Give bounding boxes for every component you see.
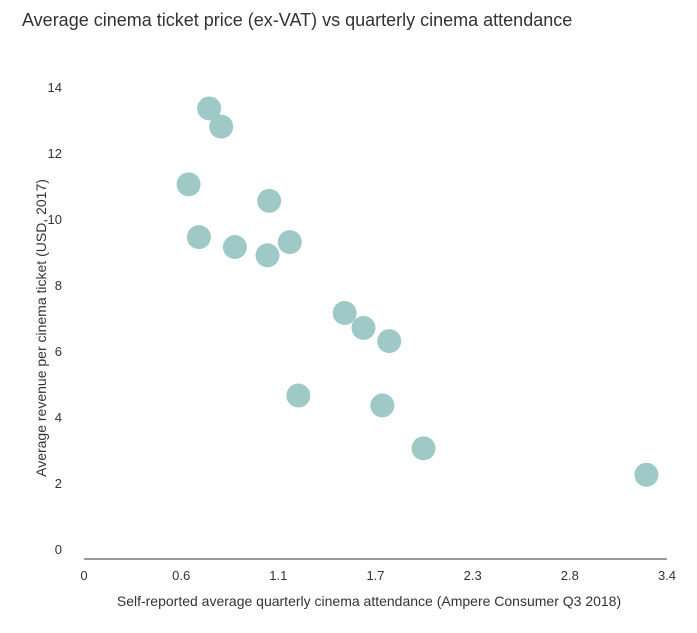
y-tick-label: 14 [48,80,62,95]
data-points [176,96,659,487]
data-point [634,462,659,487]
x-tick-label: 0 [80,568,87,583]
y-tick-label: 6 [55,344,62,359]
x-tick-label: 2.8 [561,568,579,583]
data-point [197,96,222,121]
y-axis-label: Average revenue per cinema ticket (USD, … [33,179,49,477]
y-tick-label: 12 [48,146,62,161]
x-tick-label: 3.4 [658,568,676,583]
x-tick-label: 1.1 [269,568,287,583]
y-axis-ticks: 0 2 4 6 8 10 12 14 [48,80,62,557]
x-tick-label: 2.3 [464,568,482,583]
x-tick-label: 0.6 [172,568,190,583]
data-point [209,114,234,139]
x-tick-label: 1.7 [366,568,384,583]
data-point [186,225,211,250]
data-point [411,436,436,461]
x-axis-ticks: 0 0.6 1.1 1.7 2.3 2.8 3.4 [80,568,676,583]
y-tick-label: 0 [55,542,62,557]
data-point [370,393,395,418]
data-point [257,188,282,213]
y-tick-label: 4 [55,410,62,425]
data-point [176,172,201,197]
data-point [255,243,280,268]
chart-title: Average cinema ticket price (ex-VAT) vs … [22,10,573,30]
y-tick-label: 10 [48,212,62,227]
data-point [351,315,376,340]
x-axis-label: Self-reported average quarterly cinema a… [117,593,621,609]
data-point [332,301,357,326]
y-tick-label: 8 [55,278,62,293]
data-point [286,383,311,408]
data-point [377,329,402,354]
y-tick-label: 2 [55,476,62,491]
data-point [277,230,302,255]
data-point [222,235,247,260]
